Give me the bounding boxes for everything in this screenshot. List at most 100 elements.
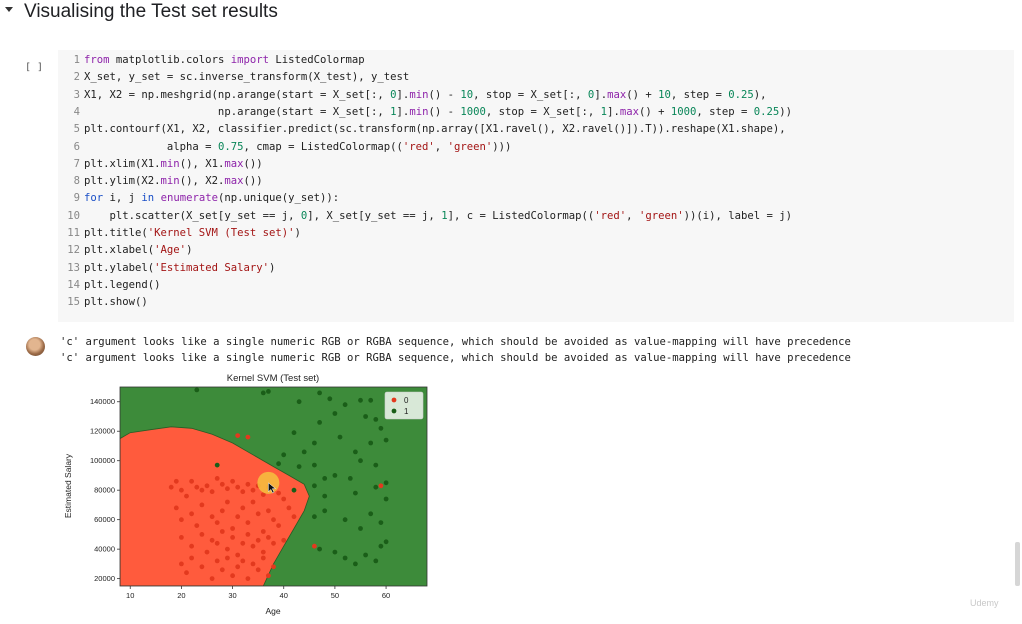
code-token: (np.unique(y_set)): (217, 192, 340, 205)
code-token: 0 (390, 88, 397, 101)
code-token: 1000 (460, 105, 486, 118)
code-token: ]. (396, 105, 410, 118)
run-cell-button[interactable]: [ ] (25, 62, 44, 73)
code-token: 10 (460, 88, 474, 101)
code-token: ) (186, 244, 193, 257)
scrollbar-thumb[interactable] (1015, 542, 1020, 586)
data-point-class-0 (214, 540, 220, 546)
data-point-class-0 (271, 564, 276, 570)
plot-output: Kernel SVM (Test set) 10 20 30 40 50 60 20000… (60, 370, 440, 619)
data-point-class-0 (245, 576, 251, 581)
data-point-class-0 (204, 549, 210, 555)
code-token: ], c = ListedColormap(( (447, 209, 595, 222)
warning-line: 'c' argument looks like a single numeric… (60, 352, 851, 364)
data-point-class-0 (194, 523, 200, 528)
code-token: 1 (600, 105, 608, 118)
data-point-class-1 (342, 555, 348, 561)
code-line[interactable]: 8 plt.ylim(X2.min(), X2.max()) (58, 173, 263, 190)
line-number: 10 (67, 209, 80, 222)
code-token: i, j (103, 192, 142, 205)
line-number: 11 (67, 227, 80, 239)
code-token: plt.show() (84, 296, 148, 309)
data-point-class-0 (276, 523, 281, 528)
data-point-class-0 (230, 526, 236, 531)
code-token: () - (428, 105, 461, 118)
data-point-class-1 (347, 476, 353, 481)
line-number: 15 (67, 296, 80, 309)
data-point-class-1 (342, 517, 348, 523)
code-line[interactable]: 9 for i, j in enumerate(np.unique(y_set))… (58, 190, 340, 207)
data-point-class-0 (255, 511, 261, 517)
line-number: 14 (67, 278, 80, 291)
data-point-class-1 (317, 390, 322, 396)
code-line[interactable]: 10 plt.scatter(X_set[y_set == j, 0], X_s… (58, 208, 792, 225)
code-token: X1, X2 = np.meshgrid(np.arange(start = X… (84, 88, 391, 101)
code-cell[interactable]: 1 from matplotlib.colors import ListedCol… (58, 50, 1014, 322)
code-line[interactable]: 15 plt.show() (58, 294, 148, 311)
data-point-class-0 (260, 549, 266, 555)
code-token: (), X2. (179, 175, 225, 188)
code-token: max (619, 105, 639, 118)
code-token: () + (626, 88, 659, 101)
code-line[interactable]: 4 np.arange(start = X_set[:, 1].min() - … (58, 104, 792, 121)
data-point-class-1 (368, 397, 374, 403)
code-line[interactable]: 3 X1, X2 = np.meshgrid(np.arange(start = … (58, 87, 767, 104)
chart-title: Kernel SVM (Test set) (227, 373, 319, 384)
code-token: min (409, 88, 429, 101)
data-point-class-0 (266, 508, 271, 514)
code-line[interactable]: 12 plt.xlabel('Age') (58, 242, 192, 259)
code-line[interactable]: 2 X_set, y_set = sc.inverse_transform(X_t… (58, 69, 410, 86)
code-line[interactable]: 6 alpha = 0.75, cmap = ListedColormap(('… (58, 139, 512, 156)
data-point-class-0 (378, 483, 384, 489)
code-line[interactable]: 1 from matplotlib.colors import ListedCol… (58, 52, 365, 69)
code-token: ListedColormap (268, 54, 365, 66)
data-point-class-0 (214, 558, 220, 564)
code-token: for (84, 192, 104, 205)
data-point-class-0 (209, 537, 215, 543)
data-point-class-1 (291, 487, 297, 493)
code-token: plt.xlim(X1. (84, 157, 161, 170)
code-token: plt.xlabel( (84, 244, 155, 257)
code-token: 0 (300, 209, 308, 222)
y-tick-label: 60000 (94, 515, 115, 524)
data-point-class-1 (358, 526, 363, 531)
warning-line: 'c' argument looks like a single numeric… (60, 336, 851, 348)
data-point-class-0 (240, 540, 246, 546)
code-token: ]. (607, 105, 620, 118)
code-token: 'red' (594, 209, 627, 222)
data-point-class-0 (179, 535, 184, 540)
data-point-class-0 (250, 499, 256, 505)
data-point-class-1 (327, 396, 333, 402)
y-tick-label: 100000 (90, 456, 115, 465)
line-number: 1 (73, 54, 80, 66)
data-point-class-0 (184, 570, 189, 576)
code-token: plt.ylabel( (84, 261, 155, 274)
data-point-class-0 (240, 558, 246, 564)
data-point-class-1 (353, 449, 358, 455)
code-token: import (230, 54, 269, 66)
code-line[interactable]: 11 plt.title('Kernel SVM (Test set)') (58, 225, 301, 242)
line-number: 3 (73, 88, 80, 101)
data-point-class-0 (209, 576, 215, 581)
data-point-class-1 (214, 462, 220, 468)
code-line[interactable]: 7 plt.xlim(X1.min(), X1.max()) (58, 156, 263, 173)
collapse-caret-icon[interactable] (5, 7, 13, 12)
code-token: 'green' (638, 209, 684, 222)
x-tick-label: 50 (331, 591, 339, 600)
code-token: min (409, 105, 429, 118)
code-token: (), X1. (179, 157, 225, 170)
data-point-class-0 (219, 508, 225, 514)
code-token: 'Age' (154, 244, 187, 257)
x-tick-label: 60 (382, 591, 390, 600)
data-point-class-1 (322, 476, 328, 481)
data-point-class-0 (281, 496, 287, 502)
legend-marker-1 (391, 408, 397, 414)
code-token: ))(i), label = j) (683, 209, 793, 222)
code-line[interactable]: 14 plt.legend() (58, 277, 160, 294)
decision-region-0 (120, 426, 310, 586)
data-point-class-0 (312, 543, 317, 549)
code-line[interactable]: 13 plt.ylabel('Estimated Salary') (58, 260, 275, 277)
code-line[interactable]: 5 plt.contourf(X1, X2, classifier.predict… (58, 121, 786, 138)
data-point-class-0 (225, 555, 230, 561)
code-token: min (160, 175, 180, 188)
